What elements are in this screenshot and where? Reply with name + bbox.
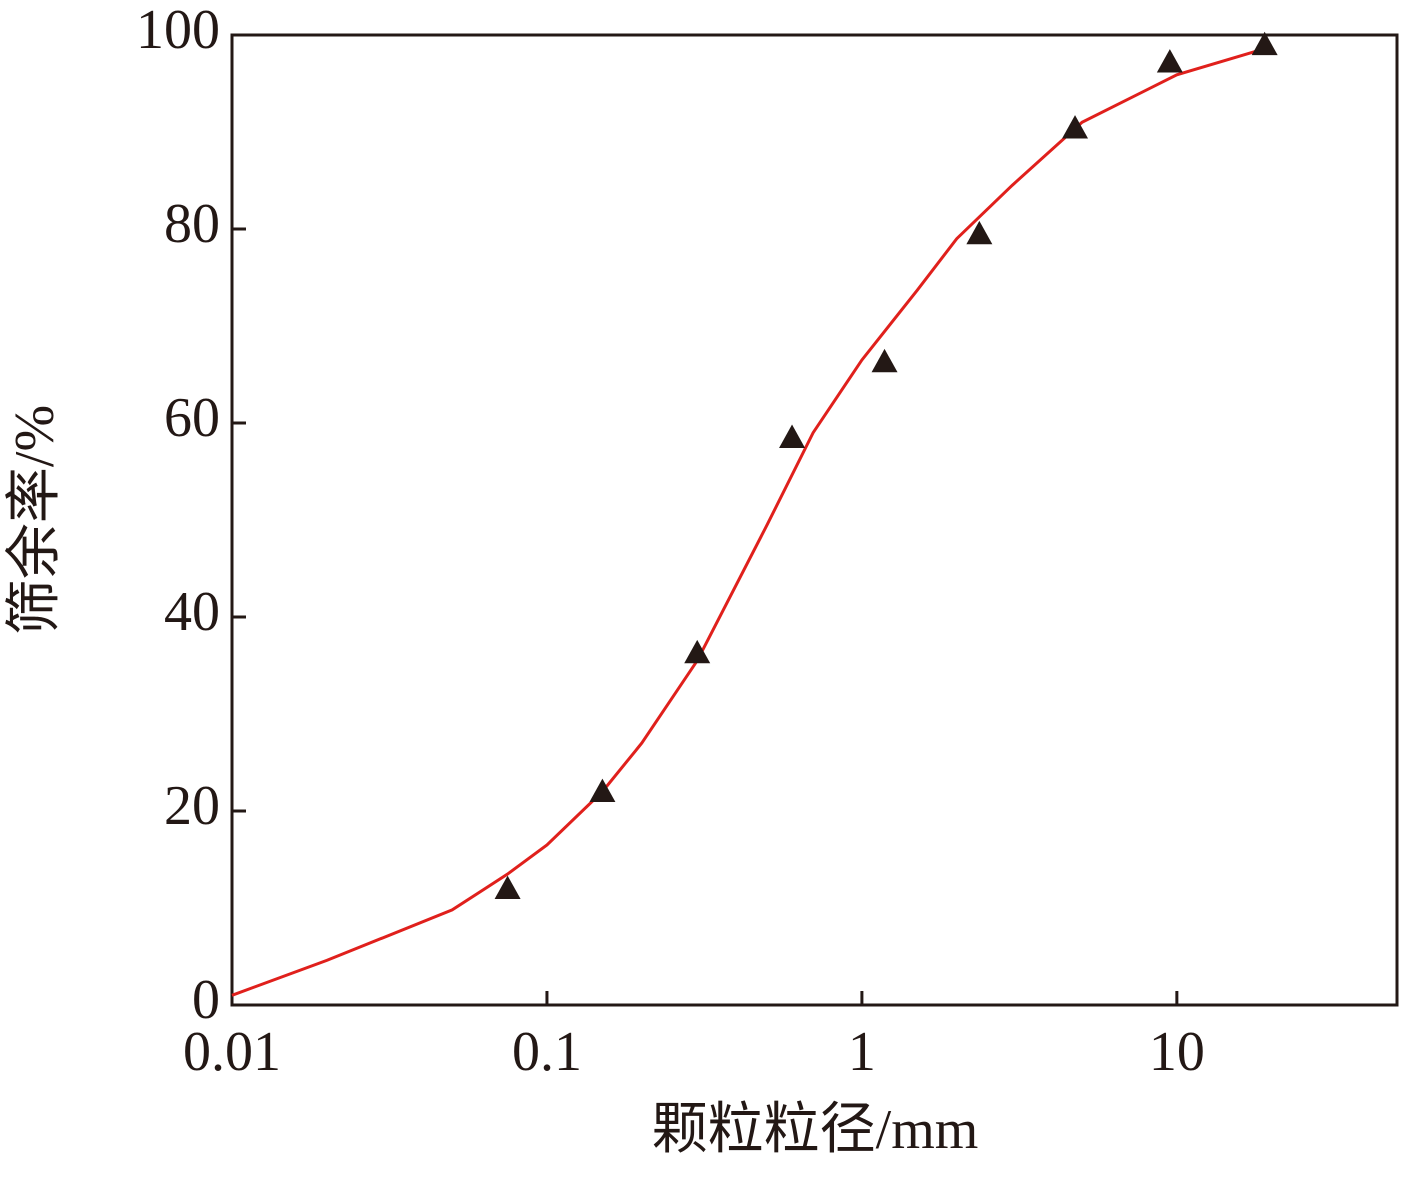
data-point — [494, 875, 521, 899]
y-tick-label: 80 — [164, 193, 220, 255]
data-point — [1156, 49, 1183, 73]
data-point — [966, 220, 993, 245]
y-tick-label: 100 — [136, 0, 220, 61]
y-tick-label: 0 — [192, 969, 220, 1031]
data-point — [589, 778, 616, 802]
data-point — [871, 348, 898, 373]
x-tick-label: 0.01 — [183, 1021, 281, 1083]
data-point — [1062, 115, 1089, 139]
x-axis-label: 颗粒粒径/mm — [652, 1099, 979, 1161]
data-point — [1251, 31, 1278, 56]
data-point — [779, 424, 806, 448]
fit-curve — [231, 45, 1273, 997]
x-tick-label: 0.1 — [512, 1021, 582, 1083]
x-tick-label: 1 — [848, 1021, 876, 1083]
y-tick-label: 40 — [164, 581, 220, 643]
x-tick-label: 10 — [1149, 1021, 1205, 1083]
plot-frame — [230, 33, 1399, 1007]
data-point — [684, 639, 711, 664]
y-tick-label: 60 — [164, 387, 220, 449]
y-tick-label: 20 — [164, 775, 220, 837]
y-axis-label: 筛余率/% — [4, 405, 66, 635]
